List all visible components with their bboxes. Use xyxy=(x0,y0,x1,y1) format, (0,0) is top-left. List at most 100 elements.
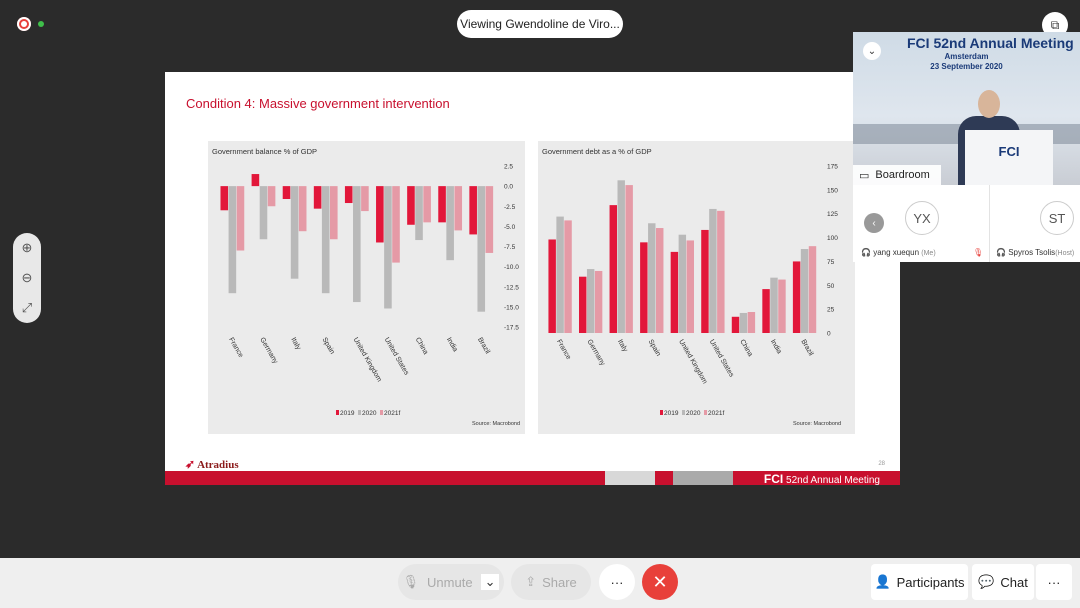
chevron-down-icon[interactable]: ⌄ xyxy=(863,42,881,60)
legend-swatch xyxy=(358,410,361,415)
chat-button[interactable]: 💬 Chat xyxy=(972,564,1034,600)
x-tick-label: Spain xyxy=(320,337,335,356)
x-tick-label: United Kingdom xyxy=(352,337,383,384)
bar-2020 xyxy=(477,186,486,312)
bar-2019 xyxy=(407,186,415,225)
bar-2021f xyxy=(392,186,400,263)
participant-name: 🎧 Spyros Tsolis(Host) xyxy=(996,248,1075,257)
chart-title: Government debt as a % of GDP xyxy=(542,147,652,156)
fit-screen-icon[interactable]: ⤢ xyxy=(21,300,33,315)
shared-slide: Condition 4: Massive government interven… xyxy=(165,72,900,485)
y-tick-label: 125 xyxy=(827,211,838,218)
room-label: ▭ Boardroom xyxy=(853,165,941,185)
legend-label: 2019 xyxy=(340,410,355,417)
bar-2020 xyxy=(446,186,454,261)
legend-label: 2021f xyxy=(708,410,724,417)
bar-2021f xyxy=(625,185,633,333)
bar-2019 xyxy=(313,186,322,209)
y-tick-label: 0.0 xyxy=(504,184,513,191)
bar-2021f xyxy=(717,210,725,333)
zoom-out-icon[interactable]: ⊖ xyxy=(21,270,33,285)
y-tick-label: -15.0 xyxy=(504,304,519,311)
x-tick-label: Germany xyxy=(586,339,607,368)
y-tick-label: 100 xyxy=(827,235,838,242)
footer-band: FCI 52nd Annual Meeting xyxy=(165,471,900,485)
share-icon: ⇪ xyxy=(525,574,537,589)
x-tick-label: India xyxy=(445,337,459,354)
bar-2021f xyxy=(298,186,307,232)
legend-label: 2020 xyxy=(362,410,377,417)
y-tick-label: 25 xyxy=(827,307,835,314)
y-tick-label: 50 xyxy=(827,283,835,290)
bar-2021f xyxy=(361,186,369,212)
bar-2020 xyxy=(709,208,717,333)
bar-2019 xyxy=(792,261,801,333)
bar-2021f xyxy=(808,246,817,333)
lectern: FCI xyxy=(965,130,1053,185)
bar-2021f xyxy=(564,220,572,333)
avatar: ST xyxy=(1040,201,1074,235)
bar-2020 xyxy=(321,186,330,294)
chart-svg: Government debt as a % of GDP 175 150 125 10… xyxy=(542,147,841,427)
y-tick-label: -5.0 xyxy=(504,224,516,231)
bar-2020 xyxy=(770,277,778,333)
government-debt-chart: Government debt as a % of GDP 175 150 125 10… xyxy=(538,141,855,434)
bar-2019 xyxy=(609,205,617,333)
bar-2021f xyxy=(485,186,494,253)
slide-title: Condition 4: Massive government interven… xyxy=(186,96,450,111)
bar-2019 xyxy=(469,186,477,235)
government-balance-chart: Government balance % of GDP 2.5 0.0 -2.5 -5.… xyxy=(208,141,525,434)
x-tick-label: China xyxy=(414,337,429,356)
y-tick-label: -17.5 xyxy=(504,325,519,332)
zoom-toolbar: ⊕ ⊖ ⤢ xyxy=(13,233,41,323)
bar-2021f xyxy=(686,240,694,333)
viewing-indicator[interactable]: Viewing Gwendoline de Viro... xyxy=(457,10,623,38)
legend-swatch xyxy=(704,410,707,415)
video-banner-title: FCI 52nd Annual Meeting xyxy=(907,35,1074,51)
avatar: YX xyxy=(905,201,939,235)
x-tick-label: United States xyxy=(383,337,410,377)
participant-tile[interactable]: YX 🎧 yang xuequn (Me) 🎙 xyxy=(853,185,989,262)
lectern-logo: FCI xyxy=(998,144,1020,159)
bar-2021f xyxy=(594,270,603,333)
y-tick-label: 150 xyxy=(827,187,838,194)
unmute-button[interactable]: 🎙 Unmute ⌄ xyxy=(398,564,504,600)
more-options-button[interactable]: ··· xyxy=(599,564,635,600)
end-call-button[interactable]: ✕ xyxy=(642,564,678,600)
connection-status-icon xyxy=(38,21,44,27)
x-tick-label: United Kingdom xyxy=(677,339,708,386)
participants-button[interactable]: 👤 Participants xyxy=(871,564,968,600)
bar-2019 xyxy=(220,186,229,211)
bar-2021f xyxy=(423,186,431,223)
legend-label: 2021f xyxy=(384,410,400,417)
bar-2020 xyxy=(648,223,656,333)
overflow-menu-button[interactable]: ··· xyxy=(1036,564,1072,600)
share-button[interactable]: ⇪ Share xyxy=(511,564,591,600)
bar-2019 xyxy=(731,316,740,333)
bar-2020 xyxy=(617,180,625,333)
headset-icon: 🎧 xyxy=(996,248,1006,257)
bar-2019 xyxy=(438,186,446,223)
x-tick-label: Italy xyxy=(289,337,302,352)
chart-svg: Government balance % of GDP 2.5 0.0 -2.5 -5.… xyxy=(212,147,520,427)
x-tick-label: France xyxy=(555,339,572,361)
legend-swatch xyxy=(682,410,685,415)
bar-2020 xyxy=(678,234,687,333)
bar-2021f xyxy=(454,186,463,231)
chevron-left-icon[interactable]: ‹ xyxy=(864,213,884,233)
bar-2019 xyxy=(579,276,587,333)
bar-2020 xyxy=(228,186,237,294)
zoom-in-icon[interactable]: ⊕ xyxy=(21,240,33,255)
recording-icon[interactable] xyxy=(17,17,31,31)
legend-swatch xyxy=(660,410,663,415)
bar-2021f xyxy=(330,186,338,240)
bar-2020 xyxy=(556,216,564,333)
headset-icon: 🎧 xyxy=(861,248,871,257)
video-feed[interactable]: FCI 52nd Annual Meeting Amsterdam 23 Sep… xyxy=(853,32,1080,185)
y-tick-label: 75 xyxy=(827,259,835,266)
x-tick-label: India xyxy=(769,339,783,356)
chevron-down-icon[interactable]: ⌄ xyxy=(480,574,500,590)
participant-tile[interactable]: ST 🎧 Spyros Tsolis(Host) xyxy=(989,185,1080,262)
y-tick-label: 2.5 xyxy=(504,164,513,171)
y-tick-label: -12.5 xyxy=(504,284,519,291)
